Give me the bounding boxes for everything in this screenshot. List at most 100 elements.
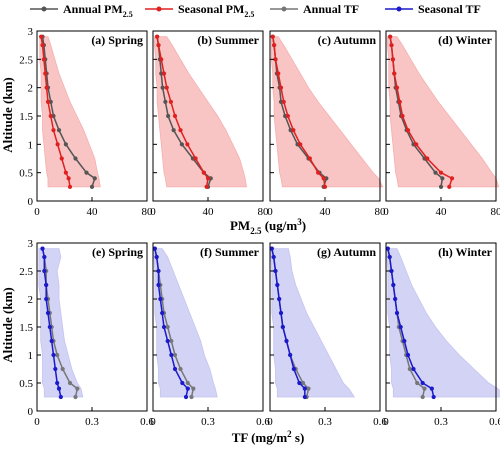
data-point [302,394,307,400]
data-point [438,184,444,189]
data-point [163,99,168,104]
data-point [156,43,161,48]
data-point [42,254,47,260]
panel: (h) Winter 0 0.3 0.6 [383,242,500,428]
data-point [178,128,183,133]
legend-label: Annual TF [303,2,359,16]
data-point [165,324,170,330]
x-tick-label: 0 [34,206,40,218]
data-point [42,268,47,274]
range-band [153,36,247,188]
legend-label: Annual PM2.5 [63,2,133,19]
data-point [280,324,285,330]
data-point [269,246,274,251]
data-point [440,176,445,181]
data-point [161,71,167,76]
data-point [185,142,190,147]
data-point [159,57,164,62]
legend-marker [156,6,162,12]
legend-item: Seasonal TF [385,2,481,16]
data-point [161,324,167,330]
data-point [67,184,73,189]
data-point [169,338,174,344]
data-point [45,310,51,316]
data-point [420,380,425,386]
x-tick-label: 0 [267,416,273,428]
x-tick-label: 0.3 [434,416,448,428]
range-band [153,248,218,398]
x-axis-label-pm: PM2.5 (ug/m3) [230,217,306,236]
data-point [59,156,64,161]
legend-marker [396,6,402,12]
y-tick-label: 3 [28,238,34,250]
data-point [272,43,277,48]
legend-item: Annual TF [270,2,359,16]
data-point [73,156,78,161]
y-tick-label: 2 [28,83,34,95]
data-point [392,71,397,76]
data-point [156,268,161,274]
legend-item: Annual PM2.5 [30,2,133,19]
data-point [158,296,163,302]
data-point [44,282,49,288]
data-point [73,394,78,400]
y-tick-label: 2.5 [19,266,33,278]
x-tick-label: 40 [436,206,448,218]
panel: (e) Spring 0 0.5 1 1.5 2 2.5 3 0 0.3 0.6 [19,238,154,428]
data-point [40,246,45,251]
data-point [389,43,394,48]
data-point [44,296,49,302]
data-point [425,156,430,161]
data-point [411,366,416,372]
data-point [183,394,189,400]
data-point [39,34,44,39]
data-point [387,254,392,260]
data-point [156,282,161,288]
data-point [402,338,407,344]
legend-marker [41,6,47,12]
data-point [278,310,284,316]
y-tick-label: 0.5 [19,378,33,390]
data-point [394,85,400,90]
data-point [449,176,455,181]
data-point [75,386,80,391]
data-point [67,380,73,386]
data-point [51,128,56,133]
x-tick-label: 40 [87,206,99,218]
data-point [204,184,209,189]
data-point [92,176,97,181]
data-point [155,34,160,39]
data-point [179,142,184,147]
data-point [43,71,48,76]
y-tick-label: 0.5 [19,168,33,180]
data-point [281,99,286,104]
x-axis-label-tf: TF (mg/m2 s) [232,429,305,445]
data-point [56,386,62,391]
data-point [385,246,390,251]
data-point [164,85,169,90]
data-point [291,128,296,133]
data-point [398,324,403,330]
data-point [89,184,95,189]
data-point [185,386,190,391]
data-point [55,142,60,147]
data-point [51,352,56,358]
data-point [201,170,206,175]
panel: (c) Autumn 0 40 80 [267,30,386,218]
x-tick-label: 0 [34,416,40,428]
data-point [422,386,427,391]
data-point [321,176,326,181]
x-tick-label: 80 [142,206,154,218]
data-point [56,128,62,133]
data-point [300,380,306,386]
x-tick-label: 0.6 [373,416,387,428]
panel: (b) Summer 0 40 80 [150,30,269,218]
data-point [169,352,174,358]
y-tick-label: 0 [28,406,34,418]
data-point [288,352,293,358]
x-tick-label: 0.3 [85,416,99,428]
legend-label: Seasonal PM2.5 [178,2,254,19]
data-point [278,85,284,90]
data-point [41,57,46,62]
panel-title: (f) Summer [200,245,260,259]
